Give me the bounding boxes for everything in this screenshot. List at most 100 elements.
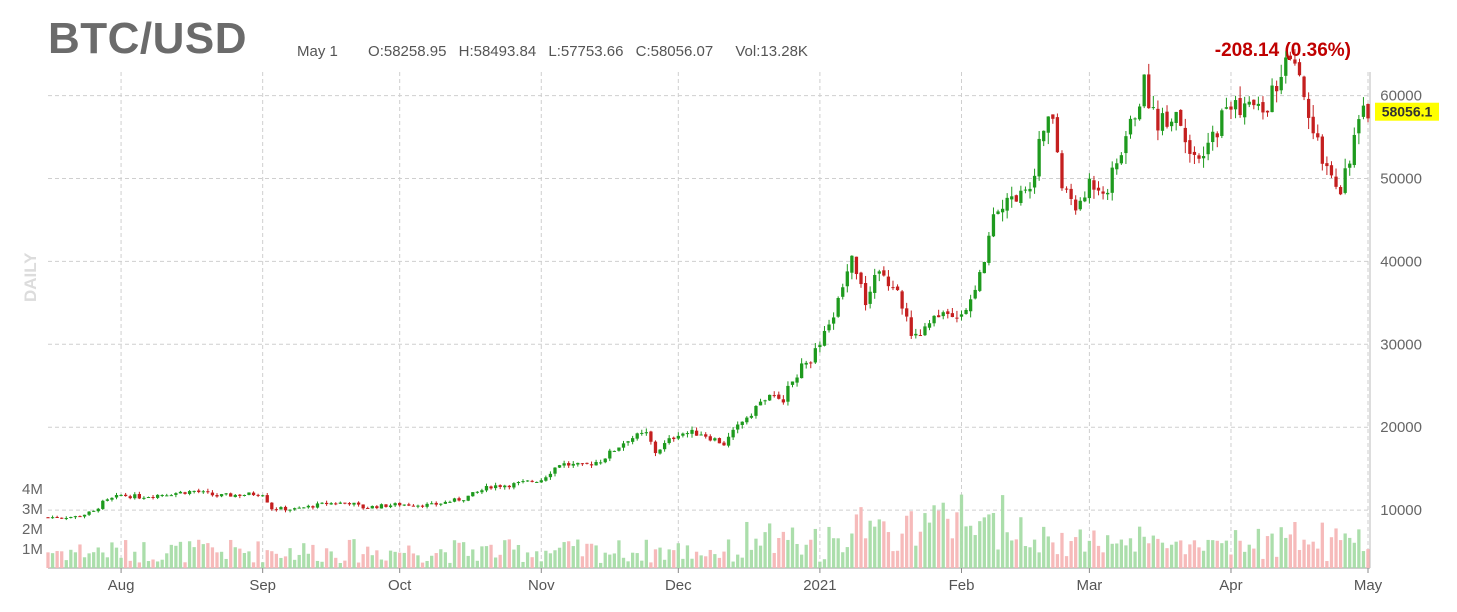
candle-body: [256, 494, 260, 496]
candle-body: [621, 443, 626, 448]
candle-body: [886, 276, 891, 287]
candle-body: [393, 503, 397, 506]
volume-bar: [603, 552, 607, 568]
volume-bar: [1224, 540, 1229, 568]
candle-body: [78, 516, 82, 518]
candle-body: [799, 363, 804, 379]
candle-body: [215, 495, 219, 497]
candle-body: [923, 326, 927, 336]
candle-body: [790, 381, 795, 385]
volume-bar: [471, 549, 475, 568]
candle-body: [1211, 131, 1215, 143]
candle-body: [261, 495, 265, 497]
candle-body: [644, 432, 648, 434]
candle-body: [356, 502, 361, 505]
candle-body: [827, 324, 831, 331]
candle-body: [854, 256, 859, 275]
volume-bar: [1106, 535, 1110, 568]
x-tick-label: 2021: [803, 577, 836, 594]
volume-bar: [621, 557, 626, 568]
candle-body: [69, 517, 73, 519]
candle-body: [1297, 62, 1302, 76]
volume-bar: [964, 526, 968, 568]
volume-bar: [1046, 536, 1050, 568]
volume-bar: [1023, 546, 1028, 568]
candle-body: [863, 283, 868, 306]
candle-body: [1115, 163, 1119, 170]
volume-bar: [146, 561, 151, 568]
volume-bar: [557, 547, 562, 568]
volume-bar: [1060, 532, 1064, 568]
volume-bar: [708, 549, 712, 568]
candle-body: [804, 362, 808, 365]
candle-body: [178, 491, 183, 494]
volume-bar: [955, 512, 959, 568]
x-tick-label: Oct: [388, 577, 412, 594]
candle-body: [233, 494, 237, 498]
candle-body: [599, 462, 603, 464]
candle-body: [151, 496, 155, 498]
volume-bar: [1256, 528, 1261, 568]
volume-bar: [119, 557, 123, 568]
volume-bar: [1142, 536, 1146, 568]
candle-body: [649, 431, 653, 442]
candle-body: [484, 486, 489, 491]
candle-body: [1051, 114, 1055, 119]
candle-body: [859, 272, 863, 285]
volume-bar: [763, 532, 767, 568]
volume-bar: [388, 550, 393, 568]
volume-bar: [589, 543, 594, 568]
candle-body: [964, 309, 968, 314]
candle-body: [745, 417, 749, 423]
ohlc-high: H:58493.84: [458, 43, 537, 60]
candle-body: [443, 501, 448, 504]
volume-bar: [242, 552, 247, 568]
last-price-marker: [1375, 102, 1439, 121]
volume-bar: [535, 551, 539, 568]
candle-body: [809, 362, 813, 364]
volume-bar: [334, 557, 338, 568]
candle-body: [653, 441, 658, 454]
volume-bar: [379, 559, 384, 568]
volume-bar: [1192, 540, 1197, 568]
volume-bar: [854, 514, 859, 568]
volume-bar: [96, 547, 100, 568]
candle-body: [430, 503, 434, 505]
candle-body: [1361, 105, 1366, 117]
volume-bar: [1325, 561, 1329, 568]
volume-bar: [92, 552, 96, 568]
candle-body: [366, 507, 370, 509]
volume-bar: [868, 520, 872, 568]
candle-body: [681, 433, 685, 436]
volume-bar: [457, 542, 461, 568]
volume-bar: [640, 560, 644, 568]
candle-body: [416, 505, 420, 507]
candle-body: [1357, 119, 1361, 134]
volume-bar: [1119, 539, 1124, 568]
volume-bar: [434, 553, 438, 568]
volume-bar: [512, 549, 516, 568]
candle-body: [297, 507, 301, 509]
volume-bar: [809, 539, 813, 568]
volume-bar: [599, 562, 603, 568]
volume-bar: [1206, 539, 1210, 568]
candle-body: [503, 485, 507, 488]
candle-body: [1348, 163, 1352, 168]
candle-body: [1046, 116, 1050, 133]
candle-body: [110, 497, 114, 500]
volume-bar: [553, 550, 557, 568]
candle-body: [991, 214, 996, 237]
volume-bar: [430, 555, 434, 568]
candle-body: [1302, 76, 1306, 98]
candle-body: [1265, 110, 1270, 113]
candle-body: [667, 438, 671, 444]
price-change: -208.14 (0.36%): [1214, 40, 1351, 61]
volume-bar: [1051, 542, 1055, 568]
x-tick-label: Nov: [528, 577, 555, 594]
candle-body: [662, 443, 667, 450]
volume-bar: [114, 547, 119, 568]
volume-bar: [937, 510, 941, 568]
candle-body: [512, 483, 516, 488]
candle-body: [608, 450, 612, 459]
